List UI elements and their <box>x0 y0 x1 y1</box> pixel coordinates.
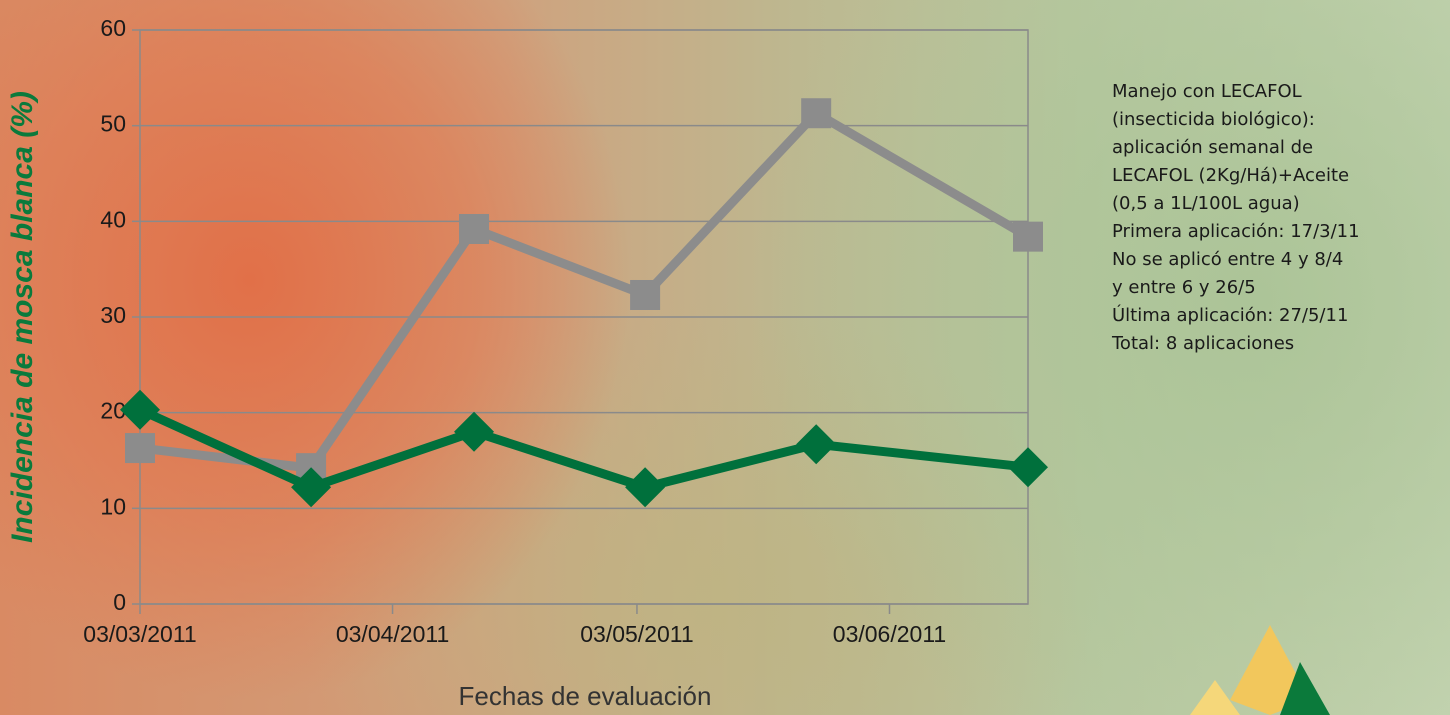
annotation-line: (insecticida biológico): <box>1112 106 1442 134</box>
y-axis-label: Incidencia de mosca blanca (%) <box>6 91 39 543</box>
x-tick-label: 03/05/2011 <box>580 621 693 647</box>
marker <box>459 214 489 244</box>
annotation-line: Manejo con LECAFOL <box>1112 78 1442 106</box>
marker <box>630 280 660 310</box>
marker <box>625 467 665 507</box>
annotation-line: No se aplicó entre 4 y 8/4 <box>1112 246 1442 274</box>
y-tick-label: 10 <box>100 493 126 519</box>
series-line <box>140 113 1028 468</box>
y-tick-label: 30 <box>100 302 126 328</box>
marker <box>796 424 836 464</box>
x-tick-label: 03/06/2011 <box>833 621 946 647</box>
annotation-line: (0,5 a 1L/100L agua) <box>1112 190 1442 218</box>
series-line <box>140 410 1028 487</box>
logo <box>1190 625 1330 715</box>
annotation-line: Última aplicación: 27/5/11 <box>1112 302 1442 330</box>
marker <box>1013 222 1043 252</box>
page: {"chart_data": {"type": "line", "y_label… <box>0 0 1450 715</box>
annotation-line: y entre 6 y 26/5 <box>1112 274 1442 302</box>
x-tick-label: 03/03/2011 <box>83 621 196 647</box>
annotation-line: Primera aplicación: 17/3/11 <box>1112 218 1442 246</box>
annotation: Manejo con LECAFOL(insecticida biológico… <box>1112 78 1442 358</box>
y-tick-label: 50 <box>100 111 126 137</box>
y-tick-label: 40 <box>100 206 126 232</box>
marker <box>801 98 831 128</box>
marker <box>125 433 155 463</box>
marker <box>1008 447 1048 487</box>
y-tick-label: 0 <box>113 589 126 615</box>
annotation-line: aplicación semanal de <box>1112 134 1442 162</box>
marker <box>454 412 494 452</box>
x-axis-label: Fechas de evaluación <box>459 681 712 711</box>
annotation-line: LECAFOL (2Kg/Há)+Aceite <box>1112 162 1442 190</box>
marker <box>120 390 160 430</box>
annotation-line: Total: 8 aplicaciones <box>1112 330 1442 358</box>
x-tick-label: 03/04/2011 <box>336 621 449 647</box>
y-tick-label: 60 <box>100 15 126 41</box>
